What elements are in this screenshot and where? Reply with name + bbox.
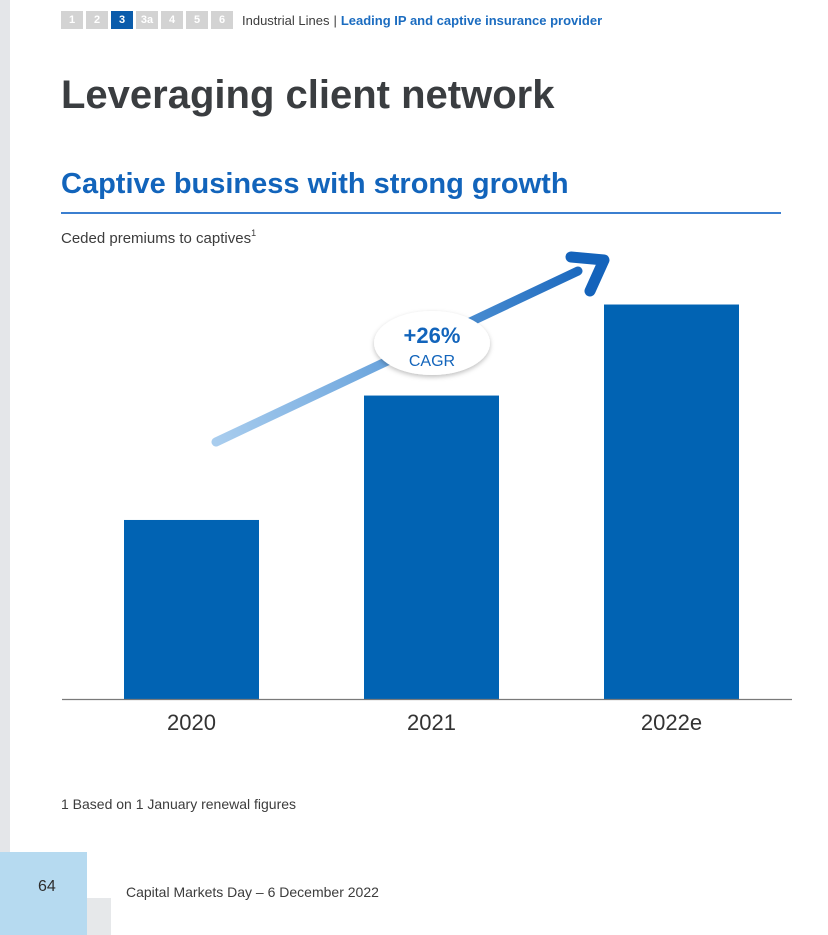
growth-arrow-head bbox=[565, 251, 610, 297]
footnote: 1 Based on 1 January renewal figures bbox=[61, 796, 297, 812]
page-number-box bbox=[0, 852, 87, 935]
nav-section-name: Industrial Lines bbox=[242, 12, 330, 28]
cagr-value: +26% bbox=[404, 323, 461, 348]
x-tick-label-2021: 2021 bbox=[407, 710, 456, 735]
footnote-marker: 1 bbox=[251, 228, 257, 238]
bars-layer bbox=[124, 304, 739, 699]
nav-section-5[interactable]: 5 bbox=[186, 11, 208, 29]
cagr-callout: +26% CAGR bbox=[374, 311, 490, 375]
x-tick-labels: 2020 2021 2022e bbox=[167, 710, 702, 735]
page-title: Leveraging client network bbox=[61, 73, 555, 117]
heading-underline bbox=[61, 212, 781, 214]
bar-2021 bbox=[364, 395, 499, 699]
nav-separator: | bbox=[333, 12, 337, 28]
nav-section-4[interactable]: 4 bbox=[161, 11, 183, 29]
nav-section-1[interactable]: 1 bbox=[61, 11, 83, 29]
x-tick-label-2022e: 2022e bbox=[641, 710, 702, 735]
nav-section-subtitle: Leading IP and captive insurance provide… bbox=[340, 12, 603, 28]
bar-2020 bbox=[124, 519, 259, 699]
page-number-shadow bbox=[87, 898, 111, 935]
chart-heading: Captive business with strong growth bbox=[61, 168, 569, 200]
bar-2022e bbox=[604, 304, 739, 699]
nav-section-3[interactable]: 3 bbox=[111, 11, 133, 29]
cagr-label: CAGR bbox=[409, 353, 455, 370]
chart-caption: Ceded premiums to captives1 bbox=[61, 228, 257, 247]
cagr-oval bbox=[374, 311, 490, 375]
nav-section-6[interactable]: 6 bbox=[211, 11, 233, 29]
footer-text: Capital Markets Day – 6 December 2022 bbox=[126, 884, 379, 900]
nav-section-2[interactable]: 2 bbox=[86, 11, 108, 29]
chart-caption-text: Ceded premiums to captives bbox=[61, 230, 252, 247]
page-number: 64 bbox=[38, 878, 56, 895]
bar-chart: 2020 2021 2022e +26% CAGR bbox=[62, 251, 792, 735]
nav-section-3a[interactable]: 3a bbox=[136, 11, 158, 29]
section-navigation: 1 2 3 3a 4 5 6 Industrial Lines | Leadin… bbox=[61, 11, 602, 29]
x-tick-label-2020: 2020 bbox=[167, 710, 216, 735]
page-left-edge bbox=[0, 0, 10, 935]
